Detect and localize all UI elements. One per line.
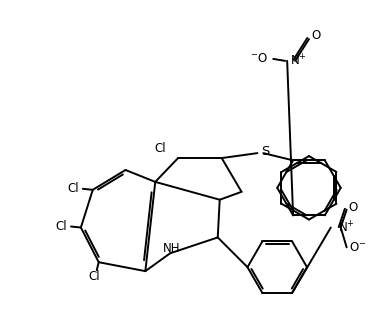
Text: O: O [349,201,358,214]
Text: Cl: Cl [154,142,166,155]
Text: N$^{+}$: N$^{+}$ [290,53,307,69]
Text: Cl: Cl [67,182,79,195]
Text: $^{-}$O: $^{-}$O [250,52,268,66]
Text: Cl: Cl [55,220,67,233]
Text: Cl: Cl [88,269,100,283]
Text: S: S [261,144,270,158]
Text: O: O [311,29,320,42]
Text: NH: NH [163,242,181,255]
Text: O$^{-}$: O$^{-}$ [349,241,366,254]
Text: N$^{+}$: N$^{+}$ [338,220,355,235]
